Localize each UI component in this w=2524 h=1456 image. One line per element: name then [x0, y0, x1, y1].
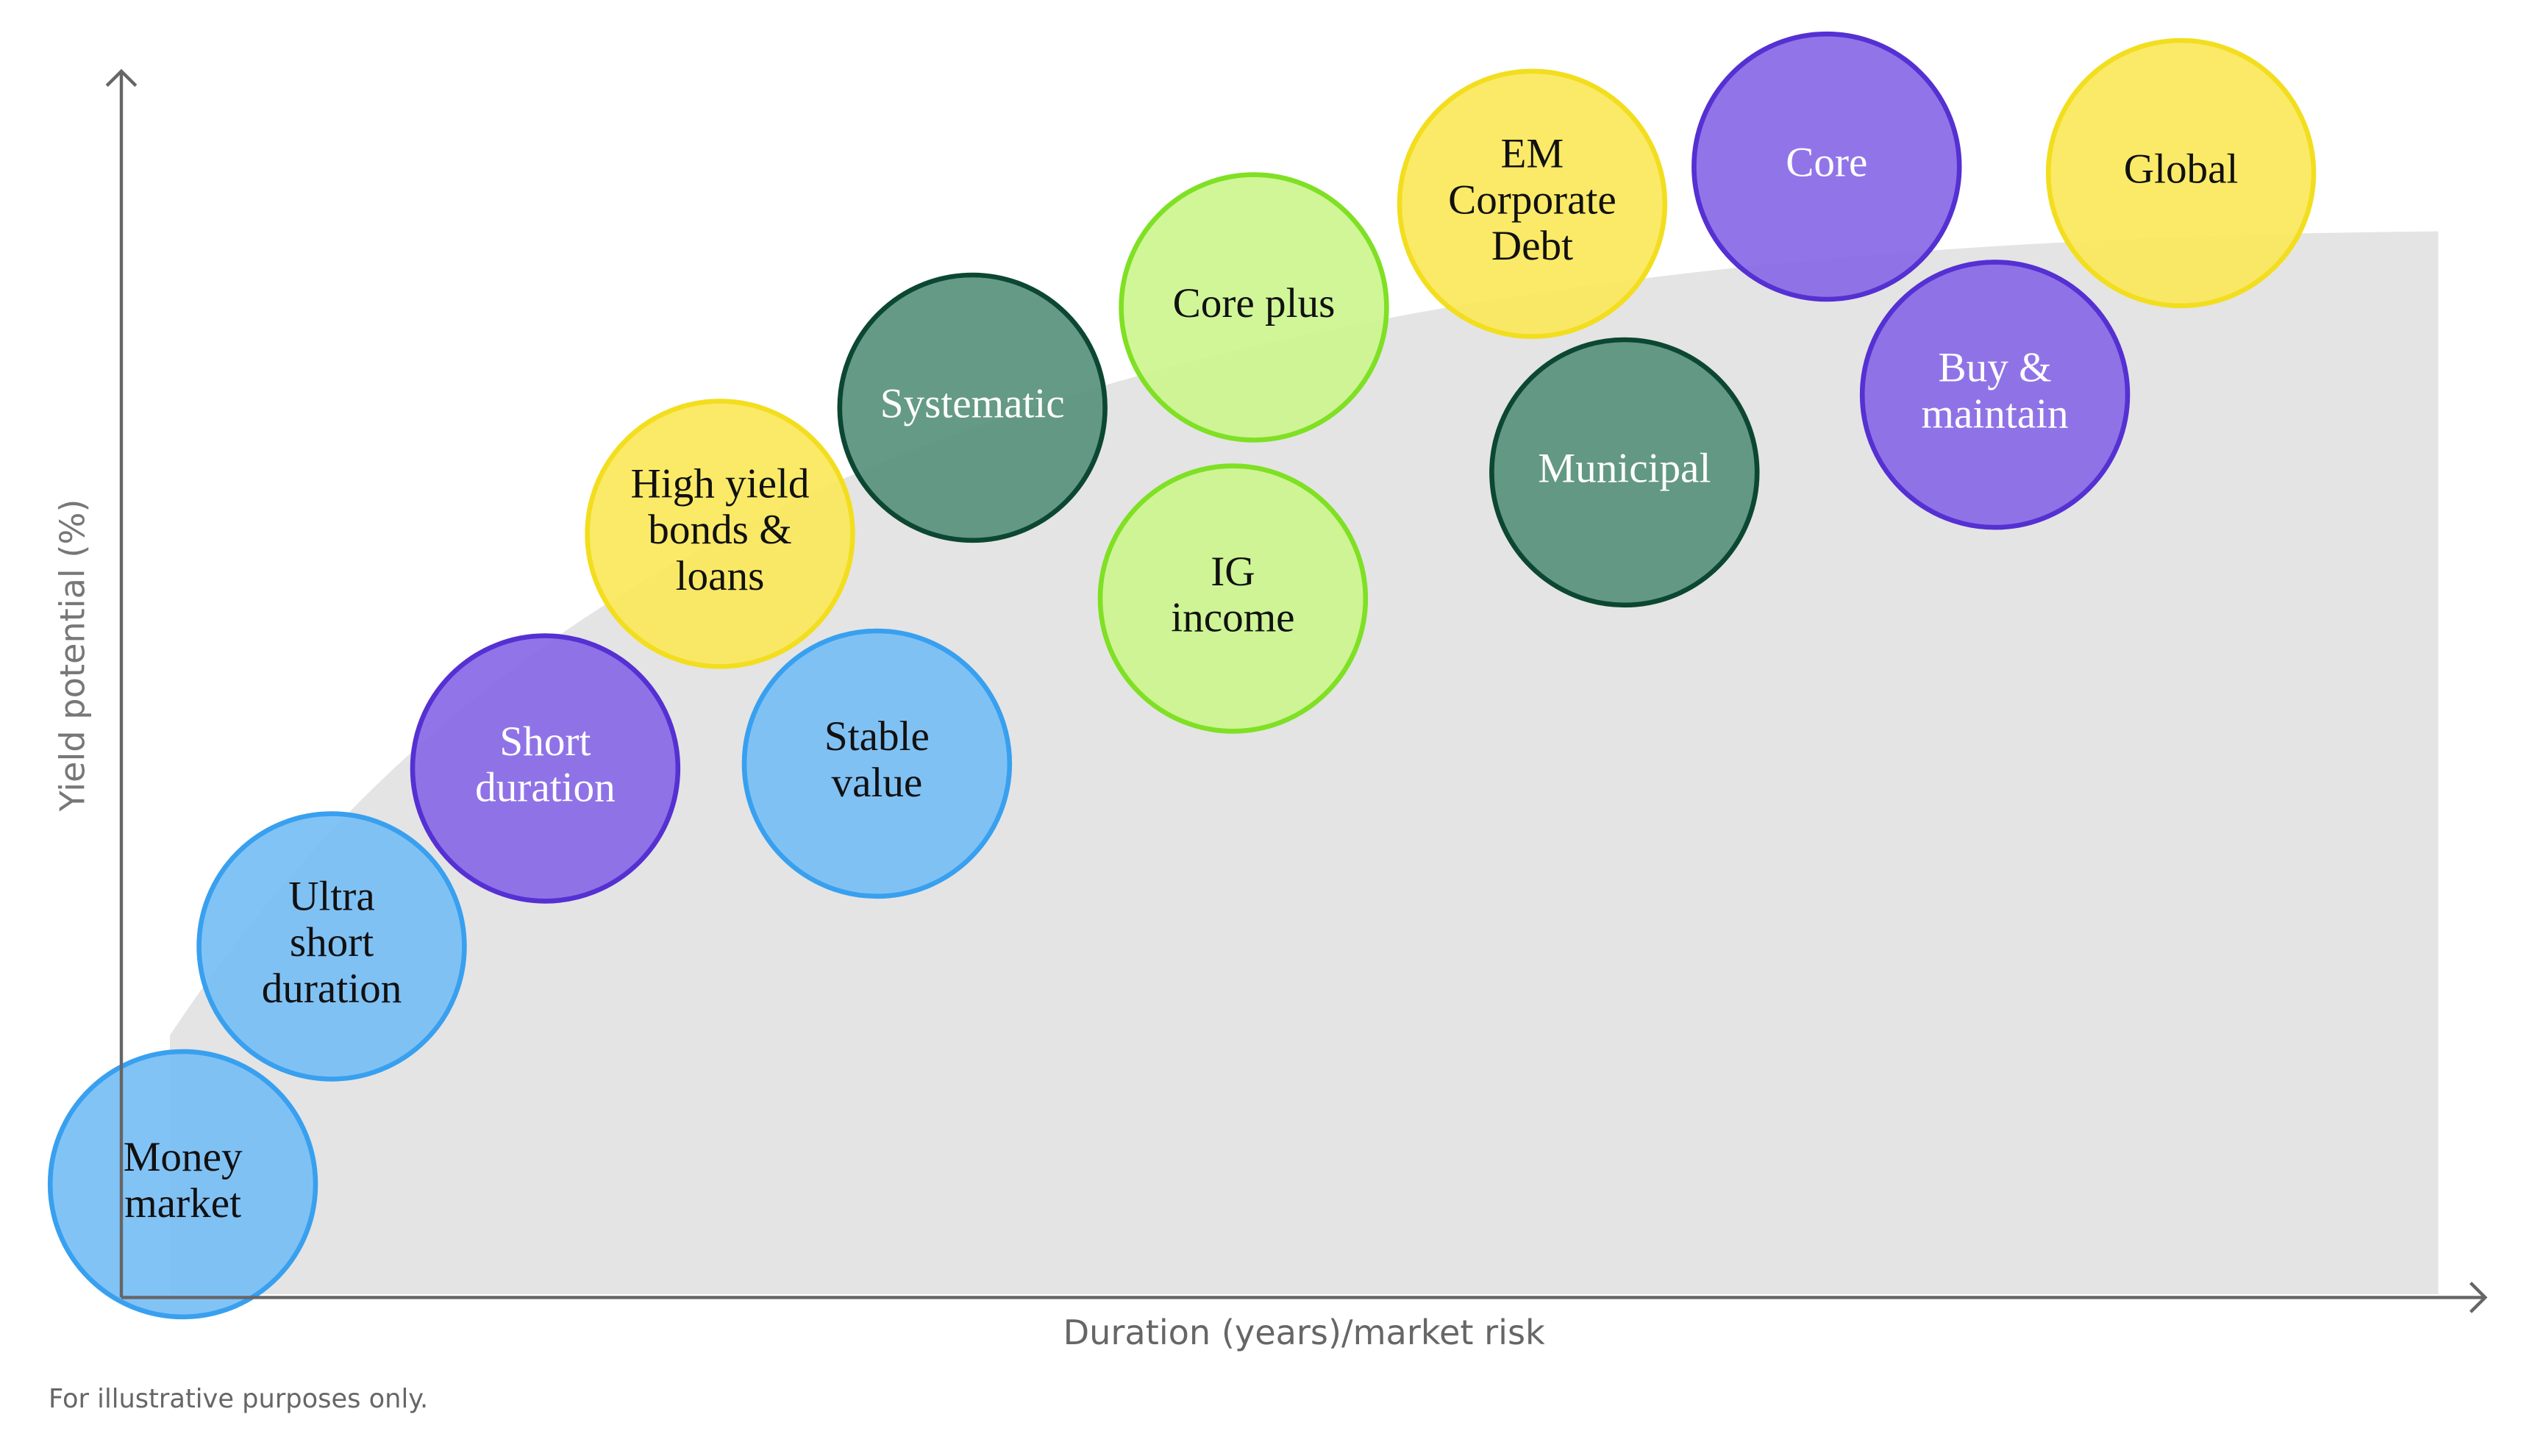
bubble-label: Stable — [824, 713, 930, 760]
bubbles: MoneymarketUltrashortdurationShortdurati… — [47, 31, 2317, 1320]
bubble — [585, 399, 855, 669]
bubble-label: value — [831, 760, 922, 806]
y-axis-label: Yield potential (%) — [52, 499, 92, 813]
bubble — [1097, 463, 1369, 734]
risk-area — [170, 231, 2439, 1295]
bubble-label: loans — [676, 553, 765, 599]
bubble — [741, 628, 1013, 899]
bubble-label: EM — [1501, 131, 1564, 177]
bubble-label: bonds & — [648, 507, 791, 553]
bubble-label: Money — [124, 1134, 243, 1180]
bubble-label: duration — [475, 764, 616, 810]
bubble-label: Short — [499, 718, 591, 765]
bubble-label: income — [1171, 594, 1294, 640]
bubble — [837, 272, 1108, 543]
bubble-label: duration — [262, 966, 402, 1012]
bubble-label: Global — [2124, 146, 2239, 193]
bubble-label: High yield — [630, 460, 809, 507]
bubble-label: Buy & — [1939, 345, 2052, 391]
bubble-label: IG — [1211, 549, 1255, 595]
footnote: For illustrative purposes only. — [49, 1384, 428, 1414]
bubble — [410, 633, 681, 904]
y-axis-arrow — [105, 68, 138, 88]
bubble — [196, 811, 467, 1082]
bubble-label: Core — [1786, 140, 1867, 186]
bubble — [47, 1049, 318, 1320]
x-axis-label: Duration (years)/market risk — [1063, 1313, 1545, 1352]
bubble-label: maintain — [1922, 390, 2069, 437]
bubble-label: Corporate — [1448, 176, 1616, 223]
bubble — [1397, 68, 1668, 339]
bubble — [1691, 31, 1962, 302]
bubble-label: short — [290, 919, 374, 966]
bubble — [1489, 337, 1760, 608]
bubble — [1859, 260, 2131, 530]
bubble-label: Core plus — [1173, 280, 1336, 326]
bubble — [1119, 172, 1389, 443]
bubble-label: Municipal — [1538, 446, 1711, 492]
bubble-label: Systematic — [880, 381, 1065, 427]
x-axis-arrow — [2469, 1282, 2488, 1313]
bubble-label: Ultra — [288, 873, 375, 919]
bubble-label: Debt — [1491, 223, 1573, 269]
bubble-label: market — [124, 1180, 241, 1227]
bubble — [2045, 38, 2317, 309]
